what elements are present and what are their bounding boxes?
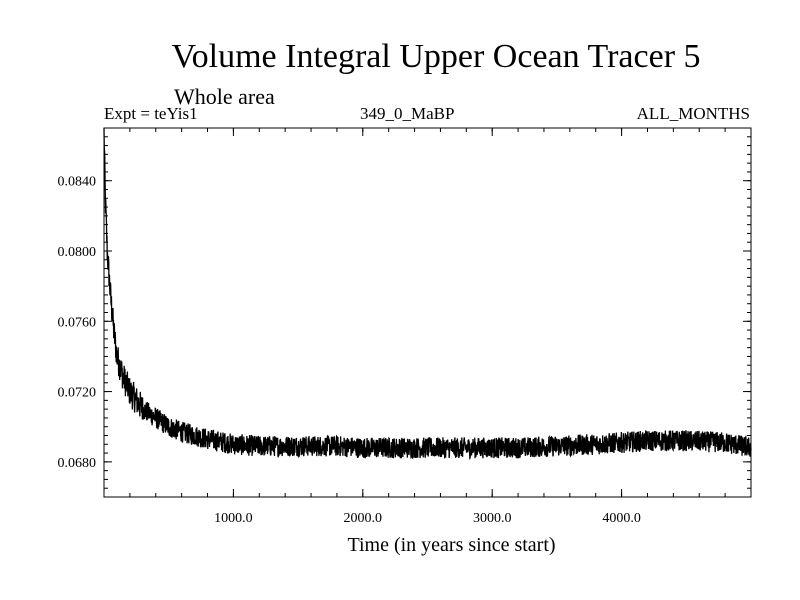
x-tick-label: 3000.0 [473, 511, 512, 526]
x-axis: 1000.0 2000.0 3000.0 4000.0 [103, 128, 752, 526]
series-line [103, 127, 752, 460]
y-tick-label: 0.0800 [58, 245, 97, 260]
x-tick-label: 4000.0 [602, 511, 641, 526]
y-tick-label: 0.0720 [58, 386, 97, 401]
x-tick-label: 1000.0 [214, 511, 253, 526]
y-tick-label: 0.0760 [58, 315, 97, 330]
chart-title: Volume Integral Upper Ocean Tracer 5 [171, 38, 701, 75]
chart-subtitle: Whole area [174, 84, 275, 109]
y-tick-label: 0.0840 [58, 175, 97, 190]
x-tick-label: 2000.0 [344, 511, 383, 526]
months-label: ALL_MONTHS [636, 104, 750, 123]
period-label: 349_0_MaBP [360, 104, 455, 123]
y-axis: 0.0680 0.0720 0.0760 0.0800 0.0840 [58, 127, 751, 498]
y-tick-label: 0.0680 [58, 456, 97, 471]
x-axis-label: Time (in years since start) [347, 534, 555, 556]
experiment-label: Expt = teYis1 [104, 104, 198, 123]
